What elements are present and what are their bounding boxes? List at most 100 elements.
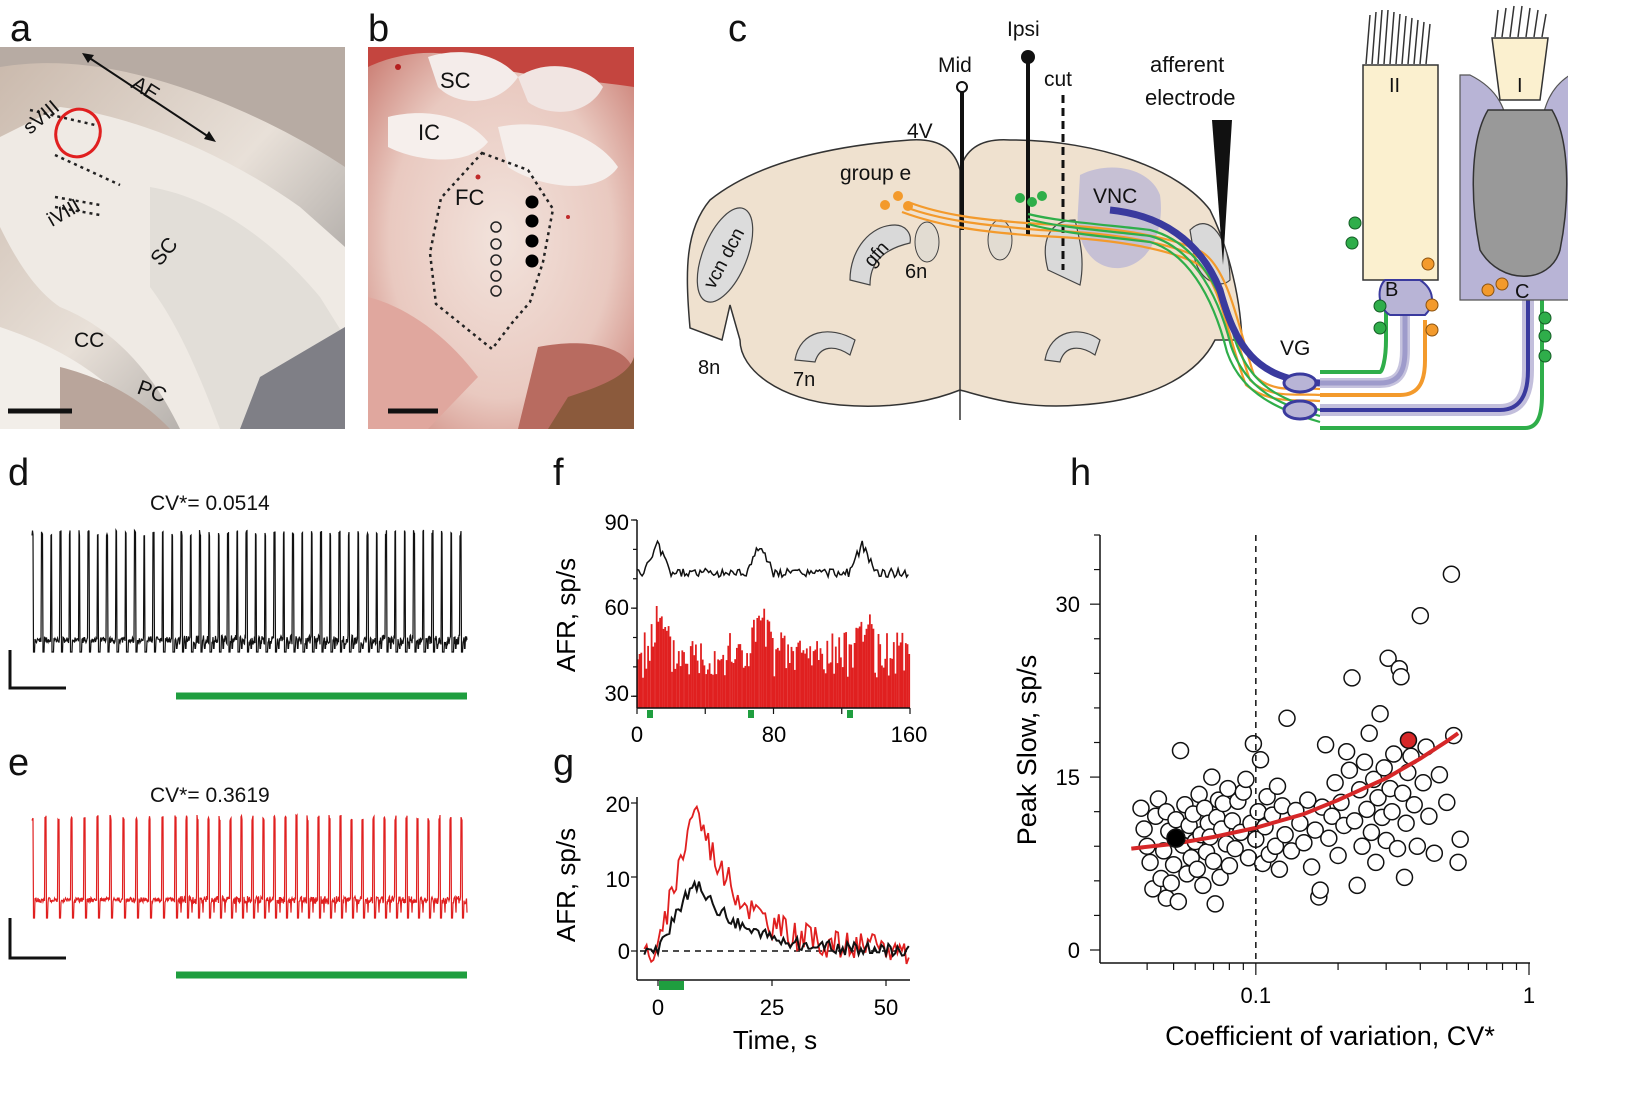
g-ylabel: AFR, sp/s [551,828,581,942]
label-cut: cut [1044,68,1072,91]
type-ii-hair-cell [1362,64,1439,281]
h-ylabel: Peak Slow, sp/s [1012,655,1042,846]
scatter-point [1397,814,1415,832]
scatter-point [1135,820,1153,838]
scatter-point [1188,860,1206,879]
label-hair-ii: II [1389,75,1400,97]
h-xtick-label: 0.1 [1241,983,1272,1008]
g-ytick-10: 10 [606,867,630,892]
panel-letter-a: a [10,8,32,50]
scatter-point [1258,787,1276,806]
scatter-point [1270,860,1289,879]
scatter-point [1360,724,1378,743]
diagram-c: Mid Ipsi cut afferent electrode 4V group… [680,0,1581,440]
scatter-point [1204,852,1223,870]
scatter-point [1162,874,1180,892]
scatter-point [1388,839,1407,858]
scatter-point [1425,844,1444,862]
label-7n: 7n [793,369,815,391]
scatter-point [1268,777,1287,796]
scatter-point [1302,858,1321,876]
label-electrode: electrode [1145,85,1236,110]
scatter-point [1375,759,1393,777]
plot-f: 90 60 30 0 80 160 AFR, sp/s [551,510,928,747]
scatter-point [1141,853,1159,872]
f-ytick-60: 60 [605,595,629,620]
scatter-point [1329,846,1347,865]
scatter-point [1171,741,1190,760]
scatter-point [1451,830,1469,849]
f-ytick-90: 90 [605,510,629,535]
plot-g: 20 10 0 0 25 50 Time, s AFR, sp/s [551,792,910,1055]
g-ytick-0: 0 [618,939,630,964]
label-group-e: group e [840,162,911,185]
highlight-point [1166,828,1186,848]
panel-letter-g: g [553,742,575,784]
scatter-point [1164,855,1183,874]
scatter-point [1420,807,1438,826]
highlight-point [1399,731,1418,749]
scatter-point [1249,802,1267,821]
label-calyx-b: B [1385,279,1398,301]
photo-a-label-cc: CC [74,329,104,352]
scatter-point [1214,794,1233,813]
g-xtick-25: 25 [760,995,784,1020]
scatter-point [1395,868,1414,887]
scatter-point [1320,829,1338,847]
g-xlabel: Time, s [733,1025,817,1055]
f-xtick-0: 0 [631,722,643,747]
scatter-point [1337,742,1356,761]
scatter-point [1393,784,1412,802]
scatter-point [1348,876,1366,895]
scatter-point [1340,761,1359,779]
label-vg: VG [1280,337,1310,360]
panel-letter-f: f [553,452,564,494]
photo-b-label-ic: IC [418,120,440,145]
scatter-point [1430,766,1449,784]
scatter-point [1276,825,1294,844]
scatter-point [1405,796,1423,814]
label-6n: 6n [905,261,927,283]
fit-curve [1131,731,1460,851]
scatter-point [1278,709,1296,728]
panel-letter-b: b [368,8,390,50]
label-8n: 8n [698,357,720,379]
scatter-point [1355,753,1374,771]
h-xlabel: Coefficient of variation, CV* [1165,1021,1495,1051]
scatter-point [1251,751,1270,769]
scatter-point [1414,774,1432,792]
f-xtick-80: 80 [762,722,786,747]
scatter-point [1237,770,1255,789]
trace-e [8,813,468,979]
scatter-point [1316,736,1335,754]
h-ytick-label: 30 [1056,592,1080,617]
scatter-point [1353,837,1371,856]
photo-b-label-fc: FC [455,185,484,210]
label-4v: 4V [907,120,933,143]
scatter-point [1358,800,1376,819]
scatter-point [1266,837,1285,856]
h-ytick-label: 0 [1068,938,1080,963]
scatter-point [1194,876,1212,895]
scatter-point [1169,892,1188,911]
scatter-point [1211,868,1229,887]
label-ipsi: Ipsi [1007,18,1040,41]
scatter-point [1408,837,1427,856]
scatter-point [1371,704,1389,723]
label-afferent: afferent [1150,52,1224,77]
scatter-point [1282,842,1301,860]
scatter-point [1326,774,1344,792]
scatter-point [1411,606,1430,625]
scatter-point [1438,793,1456,812]
scatter-point [1220,857,1239,875]
g-xtick-0: 0 [652,995,664,1020]
scatter-point [1379,649,1397,668]
scatter-point [1295,834,1313,852]
label-mid: Mid [938,54,972,77]
scatter-point [1442,565,1461,583]
scatter-point [1369,789,1387,807]
scatter-point [1367,853,1385,872]
f-xtick-160: 160 [891,722,928,747]
cv-label-e: CV*= 0.3619 [150,784,270,807]
scatter-point [1343,669,1361,687]
